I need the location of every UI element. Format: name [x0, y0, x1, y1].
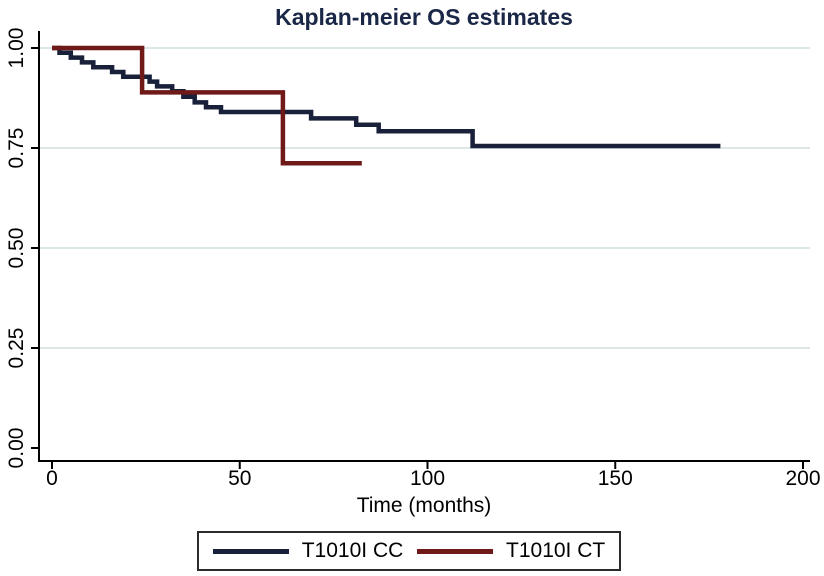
- x-tick-label: 200: [785, 467, 821, 490]
- series-curves: [52, 45, 721, 166]
- y-tick-label: 0.25: [5, 327, 28, 369]
- y-tick-label: 0.00: [5, 427, 28, 469]
- legend-label-ct: T1010I CT: [506, 539, 606, 562]
- x-axis-title: Time (months): [356, 494, 492, 517]
- legend: T1010I CC T1010I CT: [197, 531, 621, 571]
- x-tick-label: 100: [409, 467, 446, 490]
- axes: [38, 31, 810, 462]
- x-tick-label: 150: [597, 467, 633, 490]
- y-tick-label: 0.50: [5, 227, 28, 269]
- legend-line-cc: [212, 548, 289, 554]
- legend-item-cc: T1010I CC: [212, 539, 404, 563]
- legend-line-ct: [417, 548, 494, 554]
- chart-title: Kaplan-meier OS estimates: [275, 4, 573, 30]
- legend-item-ct: T1010I CT: [417, 539, 605, 563]
- y-tick-marks: [31, 47, 39, 449]
- y-tick-label: 1.00: [5, 27, 28, 69]
- km-curve-T1010I-CC: [52, 45, 721, 149]
- x-tick-marks: [51, 461, 804, 469]
- y-tick-label: 0.75: [5, 127, 28, 169]
- km-curve-T1010I-CT: [52, 45, 362, 166]
- x-tick-label: 0: [46, 467, 58, 490]
- legend-label-cc: T1010I CC: [301, 539, 404, 562]
- x-tick-label: 50: [228, 467, 252, 490]
